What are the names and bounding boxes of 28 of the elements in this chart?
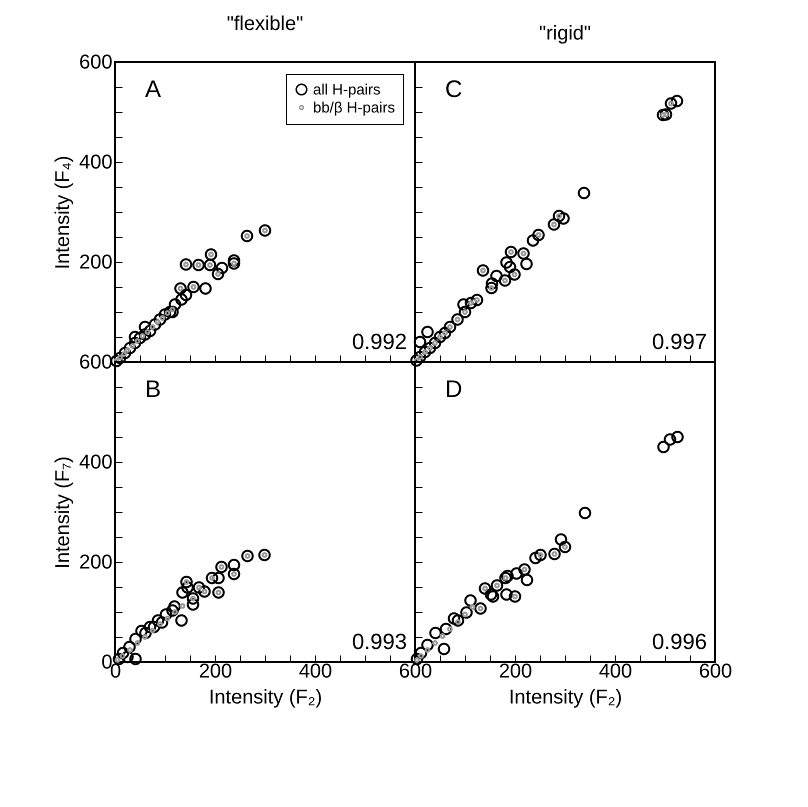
x-tick-label: 200 xyxy=(198,660,232,682)
y-tick-label: 600 xyxy=(79,52,112,74)
annotation: D xyxy=(445,376,462,403)
x-tick-label: 200 xyxy=(498,660,532,682)
legend-label: bb/β H-pairs xyxy=(313,100,395,116)
y-tick-label: 200 xyxy=(79,552,112,574)
y-tick-label: 600 xyxy=(79,352,112,374)
y-axis-title: Intensity (F₄) xyxy=(52,156,74,270)
chart-title: "rigid" xyxy=(539,22,591,44)
annotation: 0.993 xyxy=(352,629,407,654)
annotation: 0.996 xyxy=(652,629,707,654)
y-tick-label: 400 xyxy=(79,452,112,474)
x-tick-label: 600 xyxy=(398,660,432,682)
x-axis-title: Intensity (F₂) xyxy=(208,686,322,708)
annotation: B xyxy=(145,376,162,403)
annotation: 0.997 xyxy=(652,329,707,354)
annotation: 0.992 xyxy=(352,329,407,354)
y-tick-label: 200 xyxy=(79,252,112,274)
x-tick-label: 400 xyxy=(298,660,332,682)
x-tick-label: 600 xyxy=(698,660,732,682)
y-tick-label: 400 xyxy=(79,152,112,174)
chart-title: "flexible" xyxy=(226,13,304,35)
x-tick-label: 400 xyxy=(598,660,632,682)
x-axis-title: Intensity (F₂) xyxy=(508,686,622,708)
annotation: A xyxy=(145,76,162,103)
y-axis-title: Intensity (F₇) xyxy=(52,456,74,569)
legend-label: all H-pairs xyxy=(313,82,381,98)
annotation: C xyxy=(445,76,462,103)
